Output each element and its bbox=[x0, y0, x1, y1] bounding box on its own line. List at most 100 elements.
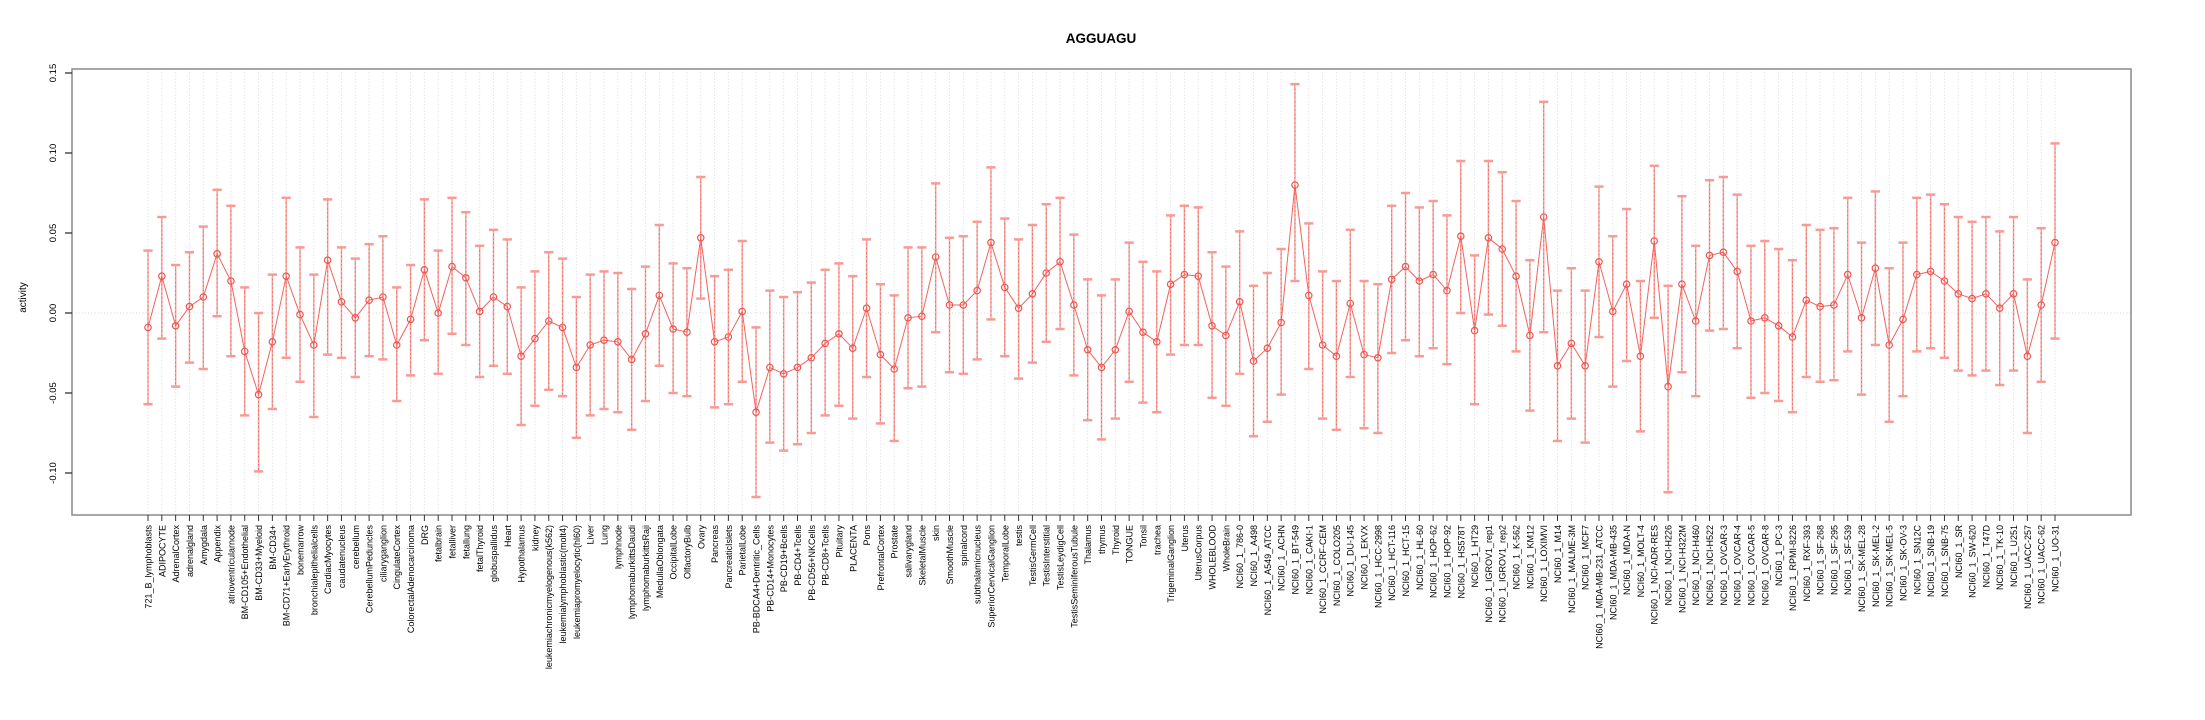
x-tick-label: NCI60_1_RPMI-8226 bbox=[1788, 525, 1798, 611]
x-tick-label: NCI60_1_SF-295 bbox=[1829, 525, 1839, 595]
y-tick-label: -0.10 bbox=[48, 462, 59, 484]
x-tick-label: NCI60_1_SF-539 bbox=[1843, 525, 1853, 595]
x-tick-label: NCI60_1_HL-60 bbox=[1415, 525, 1425, 590]
data-point bbox=[1816, 302, 1824, 311]
x-tick-label: Prostate bbox=[890, 525, 900, 559]
y-tick-label: 0.10 bbox=[48, 144, 59, 163]
data-point bbox=[2023, 352, 2032, 361]
x-tick-label: NCI60_1_786-0 bbox=[1235, 525, 1245, 589]
data-point bbox=[696, 234, 705, 242]
data-point bbox=[1429, 270, 1437, 279]
x-tick-label: TONGUE bbox=[1125, 525, 1135, 563]
x-tick-label: Ovary bbox=[696, 525, 706, 550]
data-point bbox=[641, 329, 650, 338]
data-point bbox=[572, 363, 581, 372]
x-tick-label: NCI60_1_NCI-H226 bbox=[1664, 525, 1674, 606]
x-tick-label: NCI60_1_IGROV1_rep1 bbox=[1484, 525, 1494, 623]
data-point bbox=[1401, 262, 1410, 271]
data-point bbox=[462, 273, 470, 282]
y-tick-label: 0.05 bbox=[48, 224, 59, 243]
data-point bbox=[1415, 277, 1424, 285]
data-point bbox=[1125, 307, 1133, 316]
x-tick-label: NCI60_1_HCT-116 bbox=[1387, 525, 1397, 601]
data-point bbox=[1318, 341, 1327, 349]
data-point bbox=[1857, 313, 1866, 322]
x-tick-label: NCI60_1_HS578T bbox=[1456, 525, 1466, 599]
x-tick-label: ADIPOCYTE bbox=[157, 525, 167, 577]
x-tick-label: Pituitary bbox=[834, 525, 844, 558]
x-tick-label: NCI60_1_SN12C bbox=[1912, 525, 1922, 595]
data-point bbox=[268, 337, 277, 346]
x-tick-label: NCI60_1_ACHN bbox=[1277, 525, 1287, 591]
x-tick-label: NCI60_1_CCRF-CEM bbox=[1318, 525, 1328, 614]
x-tick-label: PB-CD19+Bcells bbox=[779, 525, 789, 593]
x-tick-label: BM-CD71+EarlyErythroid bbox=[282, 525, 292, 626]
x-tick-label: PB-CD8+Tcells bbox=[821, 525, 831, 586]
x-tick-label: NCI60_1_SNB-75 bbox=[1940, 525, 1950, 597]
x-tick-label: NCI60_1_NCI-H522 bbox=[1705, 525, 1715, 606]
data-point bbox=[1774, 321, 1783, 330]
x-tick-label: testis bbox=[1014, 525, 1024, 547]
series-line bbox=[147, 184, 2056, 413]
x-tick-label: NCI60_1_SR bbox=[1954, 525, 1964, 579]
data-point bbox=[821, 339, 829, 348]
x-tick-label: skin bbox=[931, 525, 941, 541]
x-tick-label: NCI60_1_COLO205 bbox=[1332, 525, 1342, 606]
y-tick-label: -0.05 bbox=[48, 382, 59, 404]
x-tick-label: Thyroid bbox=[1111, 525, 1121, 555]
data-point bbox=[323, 256, 332, 265]
data-point bbox=[1719, 248, 1728, 257]
data-point bbox=[779, 369, 788, 378]
data-point bbox=[1995, 304, 2004, 313]
data-point bbox=[1581, 361, 1589, 370]
x-tick-label: NCI60_1_U251 bbox=[2009, 525, 2019, 587]
data-point bbox=[199, 293, 208, 301]
x-tick-label: OccipitalLobe bbox=[669, 525, 679, 580]
x-tick-label: NCI60_1_KM12 bbox=[1525, 525, 1535, 589]
chart-title: AGGUAGU bbox=[1065, 31, 1137, 46]
x-tick-label: NCI60_1_UACC-257 bbox=[2023, 525, 2033, 609]
x-tick-label: PB-CD56+NKCells bbox=[807, 525, 817, 601]
data-point bbox=[1885, 341, 1893, 349]
x-tick-label: Lung bbox=[600, 525, 610, 545]
data-point bbox=[1277, 318, 1285, 327]
data-point bbox=[945, 301, 954, 309]
data-point bbox=[1180, 270, 1189, 279]
x-tick-label: Heart bbox=[503, 525, 513, 548]
data-point bbox=[1733, 267, 1741, 276]
data-point bbox=[434, 309, 442, 317]
x-tick-label: PB-CD4+Tcells bbox=[793, 525, 803, 586]
x-tick-label: kidney bbox=[530, 525, 540, 552]
data-point bbox=[489, 293, 498, 301]
x-tick-label: PB-CD14+Monocytes bbox=[765, 525, 775, 612]
data-point bbox=[296, 310, 304, 319]
x-tick-label: subthalamicnucleus bbox=[973, 525, 983, 605]
data-point bbox=[406, 315, 415, 324]
data-point bbox=[848, 344, 857, 353]
x-tick-label: NCI60_1_SK-MEL-2 bbox=[1871, 525, 1881, 607]
data-point bbox=[1028, 289, 1037, 298]
y-tick-label: 0.00 bbox=[48, 304, 59, 323]
data-point bbox=[918, 312, 926, 321]
data-point bbox=[158, 272, 166, 281]
data-point bbox=[1208, 321, 1216, 330]
data-point bbox=[807, 353, 816, 362]
y-tick-label: 0.15 bbox=[48, 64, 59, 83]
x-tick-label: TestisLeydigCell bbox=[1056, 525, 1066, 590]
data-point bbox=[1650, 237, 1659, 245]
x-tick-label: NCI60_1_TK-10 bbox=[1995, 525, 2005, 590]
data-point bbox=[1940, 277, 1949, 285]
data-point bbox=[1899, 315, 1907, 324]
data-point bbox=[2009, 289, 2018, 298]
data-point bbox=[2051, 238, 2059, 247]
plot-area bbox=[71, 68, 2132, 516]
data-point bbox=[1913, 270, 1921, 279]
data-point bbox=[1843, 270, 1852, 279]
data-point bbox=[1788, 333, 1797, 341]
data-point bbox=[862, 304, 871, 313]
data-point bbox=[1139, 328, 1147, 337]
data-point bbox=[144, 323, 152, 332]
x-tick-label: BM-CD105+Endothelial bbox=[240, 525, 250, 619]
